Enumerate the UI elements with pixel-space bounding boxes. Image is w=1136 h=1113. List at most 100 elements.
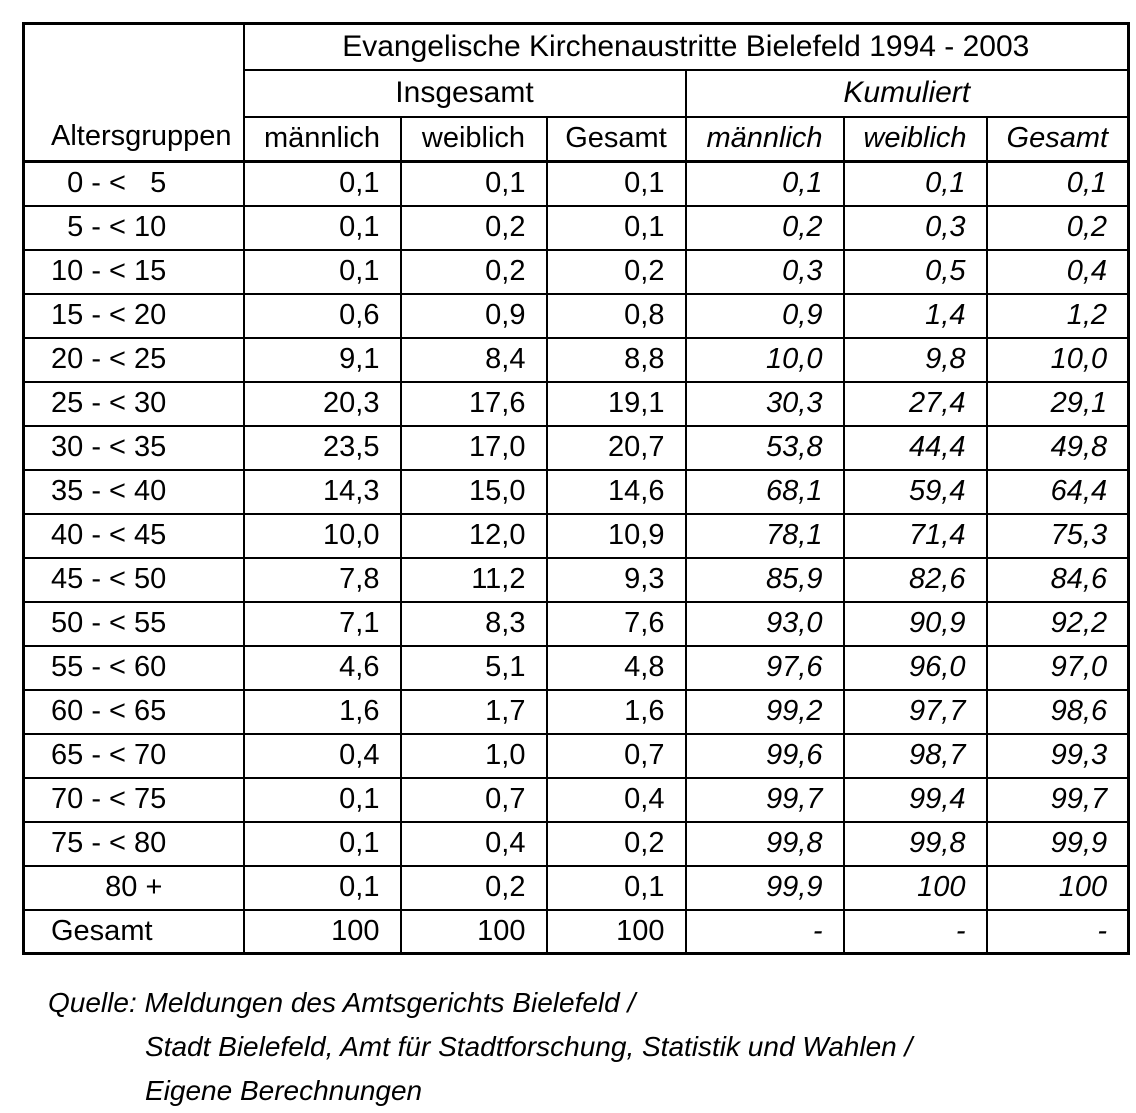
- insgesamt-value: 7,1: [242, 600, 402, 647]
- age-group-label: 20 - < 25: [22, 336, 245, 383]
- kumuliert-value: 98,7: [842, 732, 988, 779]
- table-row: 50 - < 55 7,1 8,3 7,6 93,0 90,9 92,2: [22, 600, 1130, 647]
- kumuliert-value: 0,3: [842, 204, 988, 251]
- kumuliert-value: 99,7: [985, 776, 1130, 823]
- kumuliert-value: 30,3: [684, 380, 845, 427]
- age-group-label: 65 - < 70: [22, 732, 245, 779]
- kumuliert-value: 99,9: [985, 820, 1130, 867]
- kumuliert-value: 90,9: [842, 600, 988, 647]
- kumuliert-value: 10,0: [985, 336, 1130, 383]
- col-header-kumuliert-maennlich: männlich: [684, 115, 845, 163]
- col-header-kumuliert-weiblich: weiblich: [842, 115, 988, 163]
- kumuliert-value: 75,3: [985, 512, 1130, 559]
- insgesamt-value: 0,1: [242, 160, 402, 207]
- kumuliert-value: 0,5: [842, 248, 988, 295]
- insgesamt-value: 0,2: [545, 248, 687, 295]
- table-row: 45 - < 50 7,8 11,2 9,3 85,9 82,6 84,6: [22, 556, 1130, 603]
- col-header-insgesamt-gesamt: Gesamt: [545, 115, 687, 163]
- kumuliert-value: 27,4: [842, 380, 988, 427]
- insgesamt-value: 0,2: [545, 820, 687, 867]
- kumuliert-value: 99,4: [842, 776, 988, 823]
- insgesamt-value: 0,2: [399, 248, 548, 295]
- age-group-label: 45 - < 50: [22, 556, 245, 603]
- insgesamt-value: 0,4: [399, 820, 548, 867]
- insgesamt-value: 1,6: [545, 688, 687, 735]
- age-group-label: 75 - < 80: [22, 820, 245, 867]
- age-group-label: 55 - < 60: [22, 644, 245, 691]
- insgesamt-value: 17,6: [399, 380, 548, 427]
- kumuliert-value: 64,4: [985, 468, 1130, 515]
- age-group-label: 10 - < 15: [22, 248, 245, 295]
- kumuliert-value: 99,3: [985, 732, 1130, 779]
- insgesamt-value: 0,1: [545, 204, 687, 251]
- kumuliert-value: 0,2: [985, 204, 1130, 251]
- insgesamt-value: 20,7: [545, 424, 687, 471]
- source-line-1: Quelle: Meldungen des Amtsgerichts Biele…: [48, 987, 636, 1018]
- age-group-label: 60 - < 65: [22, 688, 245, 735]
- insgesamt-value: 10,0: [242, 512, 402, 559]
- kumuliert-value: 97,0: [985, 644, 1130, 691]
- age-group-column-header: Altersgruppen: [22, 22, 245, 163]
- kumuliert-value: 44,4: [842, 424, 988, 471]
- insgesamt-value: 0,1: [545, 864, 687, 911]
- kumuliert-value: 97,6: [684, 644, 845, 691]
- insgesamt-value: 0,1: [545, 160, 687, 207]
- kumuliert-value: 99,8: [684, 820, 845, 867]
- age-group-label: 0 - < 5: [22, 160, 245, 207]
- insgesamt-value: 0,1: [242, 204, 402, 251]
- table-row: 65 - < 70 0,4 1,0 0,7 99,6 98,7 99,3: [22, 732, 1130, 779]
- insgesamt-value: 17,0: [399, 424, 548, 471]
- kumuliert-value: -: [684, 908, 845, 955]
- kumuliert-value: -: [842, 908, 988, 955]
- insgesamt-value: 1,7: [399, 688, 548, 735]
- insgesamt-value: 0,2: [399, 204, 548, 251]
- column-group-row: Insgesamt Kumuliert: [24, 68, 1130, 118]
- kumuliert-value: 99,8: [842, 820, 988, 867]
- insgesamt-value: 14,3: [242, 468, 402, 515]
- kumuliert-value: 99,6: [684, 732, 845, 779]
- insgesamt-value: 0,6: [242, 292, 402, 339]
- kumuliert-value: -: [985, 908, 1130, 955]
- age-group-label: 50 - < 55: [22, 600, 245, 647]
- kumuliert-value: 85,9: [684, 556, 845, 603]
- table-title-row: Altersgruppen Evangelische Kirchenaustri…: [22, 22, 1130, 163]
- kumuliert-value: 84,6: [985, 556, 1130, 603]
- kumuliert-value: 10,0: [684, 336, 845, 383]
- insgesamt-value: 23,5: [242, 424, 402, 471]
- insgesamt-value: 0,2: [399, 864, 548, 911]
- insgesamt-value: 15,0: [399, 468, 548, 515]
- insgesamt-value: 0,1: [242, 820, 402, 867]
- kumuliert-value: 96,0: [842, 644, 988, 691]
- insgesamt-value: 1,6: [242, 688, 402, 735]
- insgesamt-value: 7,8: [242, 556, 402, 603]
- table-row: 30 - < 35 23,5 17,0 20,7 53,8 44,4 49,8: [22, 424, 1130, 471]
- kumuliert-value: 68,1: [684, 468, 845, 515]
- table-row: 20 - < 25 9,1 8,4 8,8 10,0 9,8 10,0: [22, 336, 1130, 383]
- kumuliert-value: 93,0: [684, 600, 845, 647]
- insgesamt-value: 0,1: [242, 248, 402, 295]
- kumuliert-value: 53,8: [684, 424, 845, 471]
- age-group-label: 80 +: [22, 864, 245, 911]
- source-line-3: Eigene Berechnungen: [145, 1075, 423, 1106]
- table-row: 60 - < 65 1,6 1,7 1,6 99,2 97,7 98,6: [22, 688, 1130, 735]
- kumuliert-value: 0,4: [985, 248, 1130, 295]
- table-row: 25 - < 30 20,3 17,6 19,1 30,3 27,4 29,1: [22, 380, 1130, 427]
- church-exit-table: Altersgruppen Evangelische Kirchenaustri…: [22, 22, 1131, 955]
- source-note: Quelle: Meldungen des Amtsgerichts Biele…: [48, 981, 1127, 1113]
- insgesamt-value: 19,1: [545, 380, 687, 427]
- insgesamt-value: 11,2: [399, 556, 548, 603]
- kumuliert-value: 49,8: [985, 424, 1130, 471]
- column-header-row: männlich weiblich Gesamt männlich weibli…: [24, 115, 1130, 163]
- insgesamt-value: 14,6: [545, 468, 687, 515]
- kumuliert-value: 59,4: [842, 468, 988, 515]
- kumuliert-value: 0,9: [684, 292, 845, 339]
- kumuliert-value: 0,2: [684, 204, 845, 251]
- insgesamt-value: 0,8: [545, 292, 687, 339]
- insgesamt-value: 0,1: [242, 776, 402, 823]
- insgesamt-value: 100: [399, 908, 548, 955]
- insgesamt-value: 0,7: [399, 776, 548, 823]
- table-row: 55 - < 60 4,6 5,1 4,8 97,6 96,0 97,0: [22, 644, 1130, 691]
- insgesamt-value: 0,1: [242, 864, 402, 911]
- kumuliert-value: 92,2: [985, 600, 1130, 647]
